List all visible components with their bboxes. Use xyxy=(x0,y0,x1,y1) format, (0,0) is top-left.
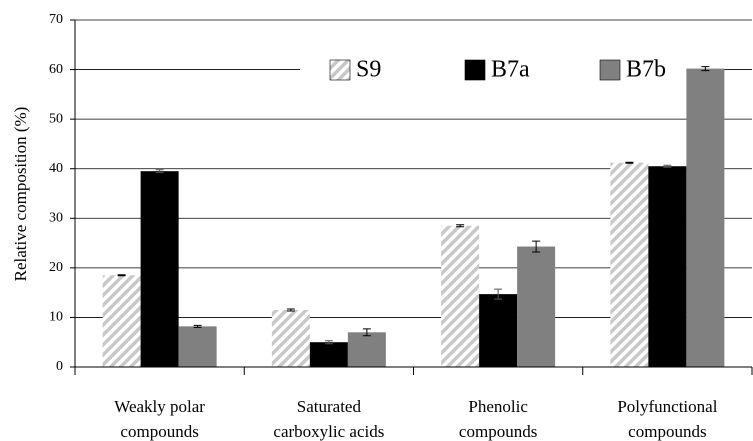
error-bar xyxy=(117,274,126,277)
error-bar xyxy=(625,161,634,164)
x-tick-label: Polyfunctional xyxy=(617,397,717,416)
legend-swatch xyxy=(329,59,351,81)
bar xyxy=(309,342,348,367)
y-tick-label: 0 xyxy=(56,359,63,374)
legend-box xyxy=(300,45,705,95)
bar xyxy=(686,68,725,367)
legend-label: S9 xyxy=(356,57,381,83)
legend-label: B7a xyxy=(491,57,530,83)
bar xyxy=(517,246,556,367)
y-tick-label: 30 xyxy=(49,211,63,226)
bar xyxy=(479,294,518,367)
y-tick-label: 20 xyxy=(49,260,63,275)
legend-label: B7b xyxy=(626,57,666,83)
error-bar xyxy=(155,169,164,174)
x-tick-label: Weakly polar xyxy=(114,397,205,416)
x-tick-label: carboxylic acids xyxy=(273,422,384,441)
y-tick-label: 70 xyxy=(49,12,63,27)
x-tick-label: compounds xyxy=(628,422,706,441)
y-tick-label: 60 xyxy=(49,62,63,77)
y-tick-label: 40 xyxy=(49,161,63,176)
bar xyxy=(610,162,649,367)
error-bar xyxy=(663,164,672,168)
x-tick-label: Phenolic xyxy=(468,397,528,416)
error-bar xyxy=(456,224,465,228)
x-tick-label: compounds xyxy=(120,422,198,441)
error-bar xyxy=(701,66,710,72)
bar xyxy=(441,225,480,367)
y-tick-label: 50 xyxy=(49,111,63,126)
bar xyxy=(140,171,179,367)
legend-swatch xyxy=(464,59,486,81)
error-bar xyxy=(362,328,371,337)
y-tick-label: 10 xyxy=(49,310,63,325)
bar xyxy=(271,309,310,367)
x-tick-label: Saturated xyxy=(297,397,362,416)
bar xyxy=(648,166,687,367)
y-axis-label: Relative composition (%) xyxy=(11,107,30,282)
error-bar xyxy=(494,288,503,300)
error-bar xyxy=(286,308,295,312)
error-bar xyxy=(532,240,541,253)
error-bar xyxy=(193,324,202,328)
legend-swatch xyxy=(599,59,621,81)
bar xyxy=(102,275,141,367)
bar xyxy=(178,326,217,367)
bar xyxy=(347,332,386,367)
x-tick-label: compounds xyxy=(459,422,537,441)
error-bar xyxy=(324,340,333,345)
